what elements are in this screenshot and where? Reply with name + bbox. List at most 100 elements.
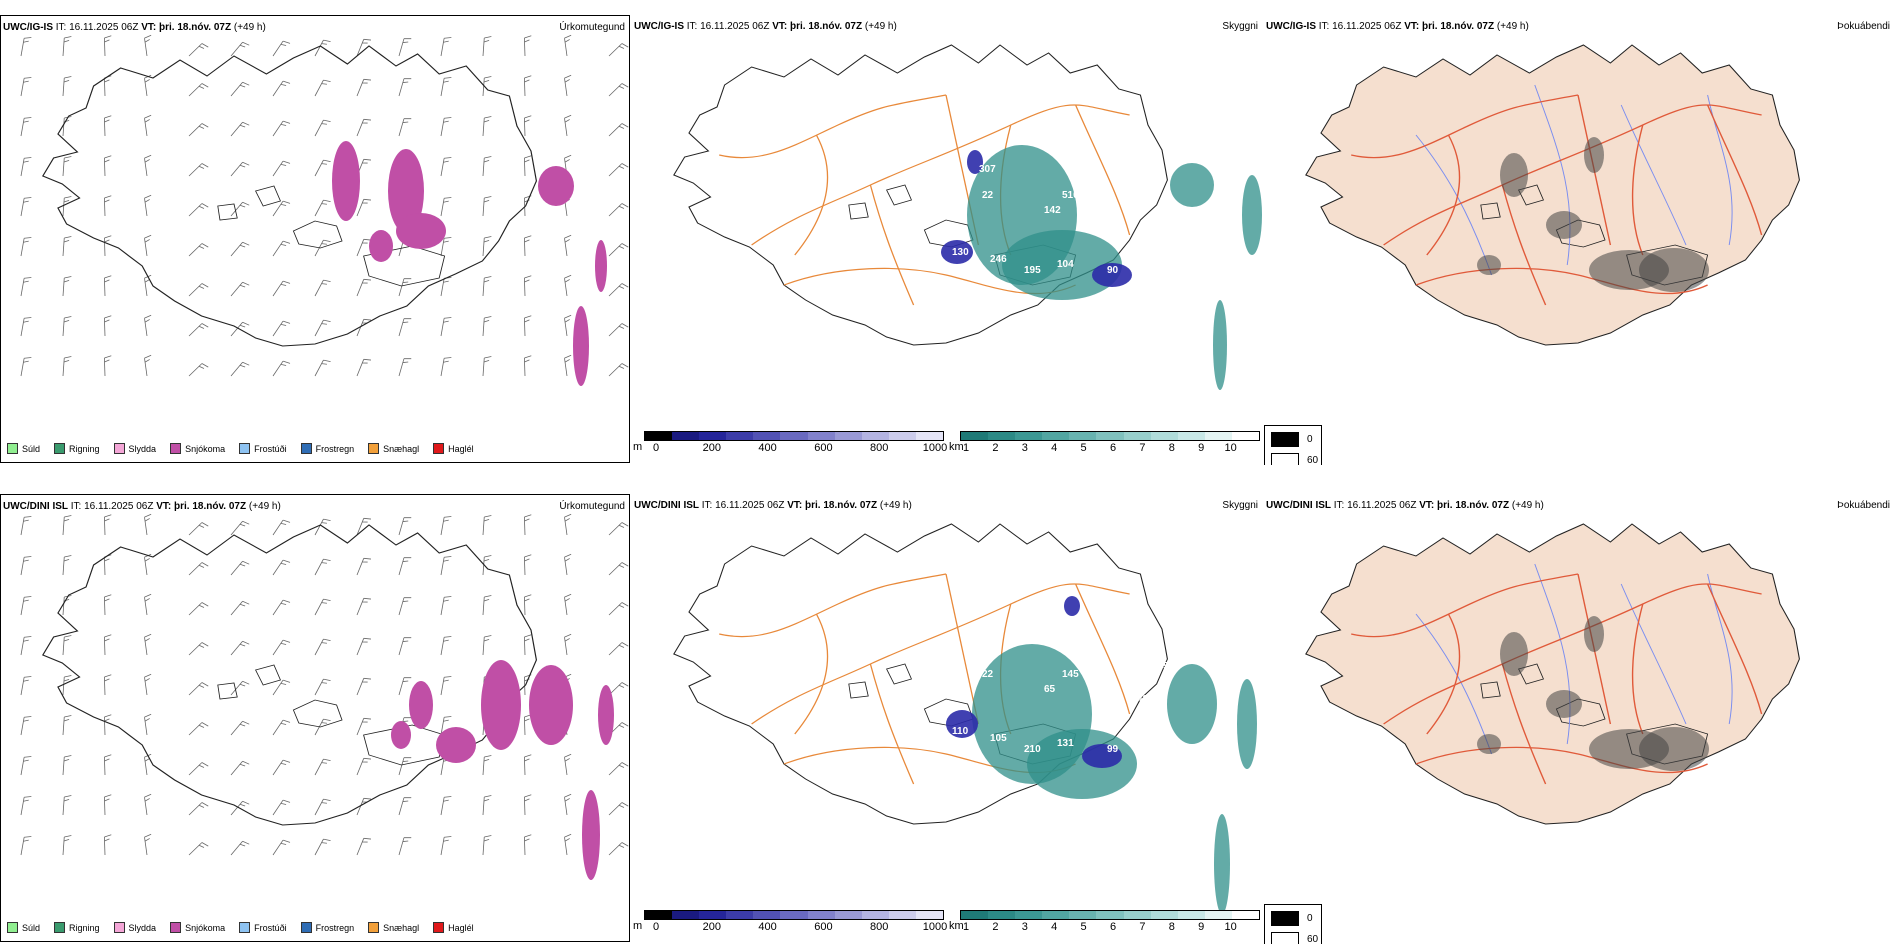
wind-barb [20,796,32,816]
wind-barb [440,237,452,257]
wind-barb [103,115,112,137]
wind-barb [230,201,250,217]
wind-barb [608,602,629,616]
snow-area [529,665,573,745]
glacier-outline [292,220,343,249]
fog-area [1477,255,1501,275]
road-line [794,613,829,735]
wind-barb [482,835,492,856]
wind-barb [482,196,492,217]
wind-barb [440,596,452,616]
wind-barb [62,276,72,297]
glacier-outline [848,681,869,699]
wind-barb [314,79,331,97]
precip-legend: Súld Rigning Slydda Snjókoma Frostúði Frostre… [7,443,474,454]
snow-area [391,721,411,749]
road-line [1426,134,1461,256]
road-line [719,94,947,159]
wind-barb [356,517,372,536]
wind-barb [230,121,250,137]
wind-barb [20,277,32,297]
wind-barb [482,76,492,97]
wind-barb [230,560,250,576]
panel-title: Þokuábendi [1837,21,1890,32]
wind-barb [20,317,32,337]
legend-swatch-black [1271,911,1299,926]
visibility-panel-r2: 110 105 210 131 99 145 65 22 192 175 13 43 UWC/DINI… [632,494,1262,944]
legend-swatch [300,443,312,454]
wind-barb [230,800,250,816]
wind-barb [188,363,209,377]
tick-label: 200 [702,921,721,933]
legend-swatch [54,443,66,454]
legend-item: Slydda [113,443,156,454]
wind-barb [356,717,372,736]
wind-barb [356,198,372,217]
wind-barb [356,118,372,137]
wind-barb [103,554,112,576]
wind-barb [20,836,32,856]
wind-barb [230,161,250,177]
wind-barb [20,636,32,656]
legend-swatch [7,443,18,454]
glacier-outline [363,724,446,766]
tick-label: 3 [1021,442,1028,454]
wind-barb [272,719,291,736]
wind-barb [230,520,250,536]
fog-area [1500,632,1528,676]
low-ceiling-area [1064,596,1080,616]
ceiling-value-label: 90 [1107,265,1119,276]
fog-area [1546,690,1582,718]
panel-header: UWC/DINI ISL IT: 16.11.2025 06Z VT: þri.… [634,500,912,511]
low-ceiling-area [967,150,983,174]
river-line [1620,583,1687,725]
low-visibility-area [1237,679,1257,769]
glacier-outline [1517,663,1545,685]
wind-barb [356,597,372,616]
wind-barb [62,156,72,177]
legend-swatch [368,443,380,454]
road-line [1631,124,1644,256]
wind-barb [440,796,452,816]
wind-barb [103,315,112,337]
wind-barb [564,793,572,816]
precip-type-panel-r1: UWC/IG-IS IT: 16.11.2025 06Z VT: þri. 18… [0,15,630,463]
wind-barb [564,354,572,377]
road-line [751,104,1130,246]
wind-barb [230,600,250,616]
glacier-outline [1517,184,1545,206]
wind-barb [314,39,331,57]
wind-barb [356,38,372,57]
wind-barb [482,356,492,377]
wind-barb [144,234,152,257]
glacier-outline [254,185,282,207]
river-line [1707,573,1733,725]
road-line [1351,573,1579,638]
wind-barb [314,838,331,856]
wind-barb [608,123,629,137]
wind-barb [356,557,372,576]
wind-barb [188,842,209,856]
panel-header: UWC/IG-IS IT: 16.11.2025 06Z VT: þri. 18… [3,22,266,33]
low-visibility-area [1167,664,1217,744]
legend-swatch [113,443,125,454]
panel-header: UWC/DINI ISL IT: 16.11.2025 06Z VT: þri.… [1266,500,1544,511]
wind-barb [103,634,112,656]
ceiling-value-label: 192 [979,643,996,654]
snow-area [573,306,589,386]
wind-barb [356,637,372,656]
wind-barb [523,235,532,257]
iceland-outline [673,44,1168,346]
legend-swatch [7,922,18,933]
wind-barb [144,633,152,656]
legend-swatch [170,443,182,454]
wind-barb [272,559,291,576]
wind-barb [482,276,492,297]
tick-label: 2 [992,442,999,454]
wind-barb [62,236,72,257]
wind-barb [440,37,452,57]
wind-barb [20,716,32,736]
ceiling-value-label: 131 [1057,738,1074,749]
ceiling-value-label: 110 [952,726,969,737]
wind-barb [314,199,331,217]
